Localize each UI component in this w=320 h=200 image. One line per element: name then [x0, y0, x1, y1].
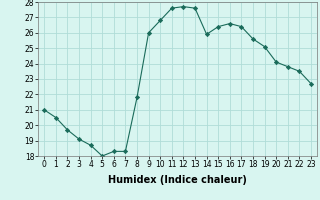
X-axis label: Humidex (Indice chaleur): Humidex (Indice chaleur) — [108, 175, 247, 185]
